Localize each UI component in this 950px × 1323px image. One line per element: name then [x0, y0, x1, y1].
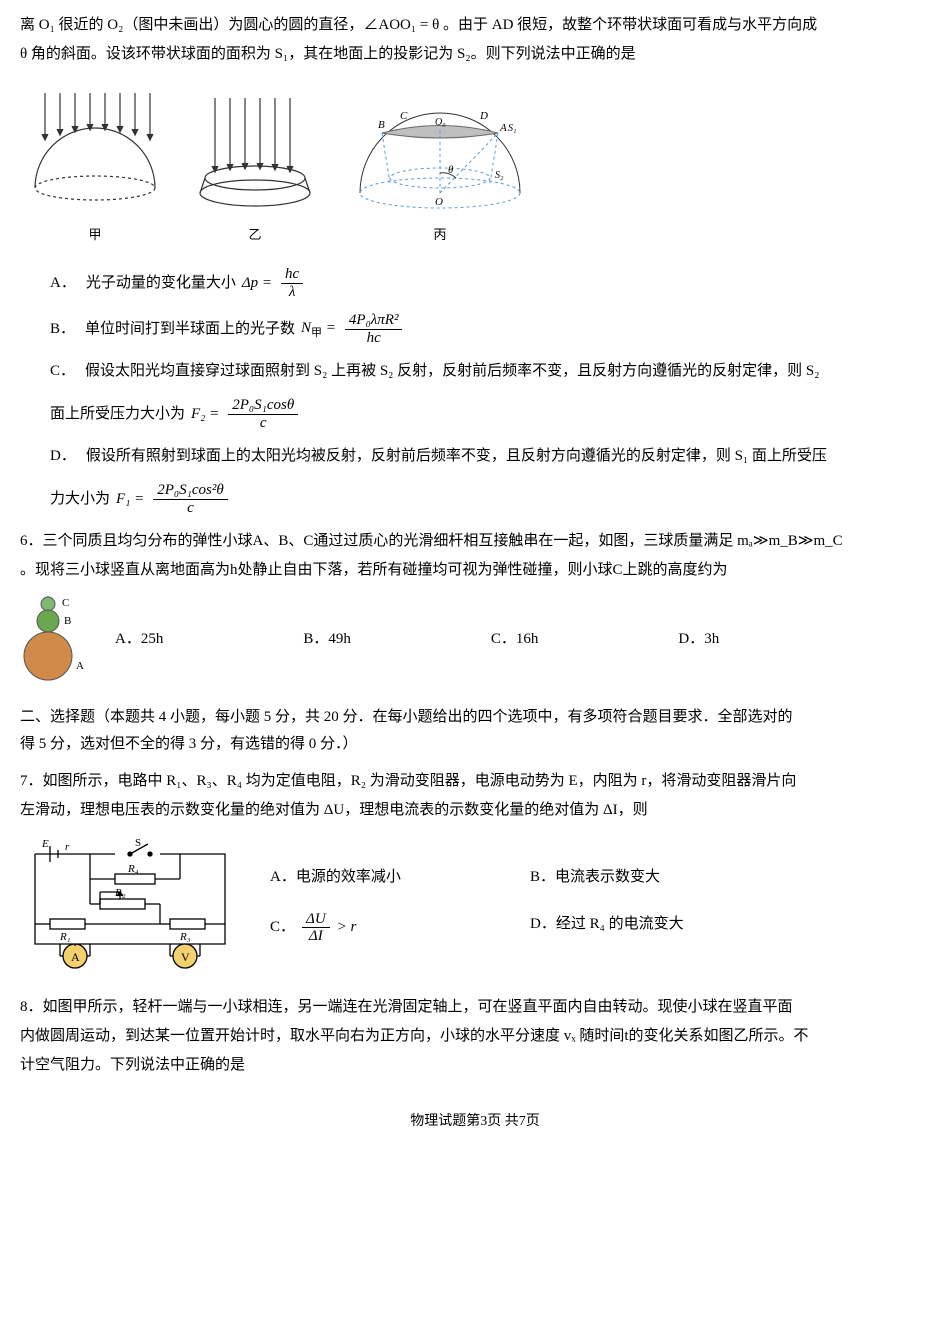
q8-text3: 计空气阻力。下列说法中正确的是 [20, 1052, 930, 1079]
q7-label-r4: R₄ [127, 863, 139, 875]
option-d-lhs: F₁ = [116, 486, 144, 513]
option-d: D． 假设所有照射到球面上的太阳光均被反射，反射前后频率不变，且反射方向遵循光的… [50, 443, 930, 470]
option-a-letter: A． [50, 270, 76, 297]
figure-jia-label: 甲 [88, 223, 101, 246]
q7-label-s: S [135, 837, 141, 849]
option-c-line2: 面上所受压力大小为 F₂ = 2P₀S₁cosθ c [50, 397, 930, 431]
figure-yi-label: 乙 [248, 223, 261, 246]
q6-opt-c: C．16h [491, 626, 539, 653]
option-d-letter: D． [50, 443, 76, 470]
option-c-text1: 假设太阳光均直接穿过球面照射到 S₂ 上再被 S₂ 反射，反射前后频率不变，且反… [85, 358, 819, 385]
q6-opt-a: A．25h [115, 626, 163, 653]
option-a-text: 光子动量的变化量大小 [86, 270, 236, 297]
intro-line-2: θ 角的斜面。设该环带状球面的面积为 S₁，其在地面上的投影记为 S₂。则下列说… [20, 41, 930, 68]
q6-label-a: A [76, 660, 84, 672]
q7-text2: 左滑动，理想电压表的示数变化量的绝对值为 ΔU，理想电流表的示数变化量的绝对值为… [20, 797, 930, 824]
hemisphere-bing-svg: B C D A O₀ θ O S₁ S₂ [340, 83, 540, 218]
figure-jia: 甲 [20, 88, 170, 246]
fig3-label-d: D [479, 110, 488, 122]
option-b-frac: 4P₀λπR² hc [345, 312, 403, 346]
q6-opt-b: B．49h [303, 626, 351, 653]
option-d-line2: 力大小为 F₁ = 2P₀S₁cos²θ c [50, 482, 930, 516]
fig3-label-c: C [400, 110, 408, 122]
q7-text1: 7．如图所示，电路中 R₁、R₃、R₄ 均为定值电阻，R₂ 为滑动变阻器，电源电… [20, 768, 930, 795]
option-c-letter: C． [50, 358, 75, 385]
option-c: C． 假设太阳光均直接穿过球面照射到 S₂ 上再被 S₂ 反射，反射前后频率不变… [50, 358, 930, 385]
fig3-label-o: O [435, 196, 443, 208]
q7-circuit-svg: E r S R₄ R₂ R₁ R₃ A V [20, 834, 240, 974]
fig3-label-o0: O₀ [435, 117, 446, 128]
fig3-label-b: B [378, 119, 385, 131]
q6-row: C B A A．25h B．49h C．16h D．3h [20, 594, 930, 684]
page-footer: 物理试题第3页 共7页 [20, 1109, 930, 1134]
option-c-text2: 面上所受压力大小为 [50, 401, 185, 428]
q7-opt-b: B．电流表示数变大 [530, 864, 790, 891]
option-a: A． 光子动量的变化量大小 Δp = hc λ [50, 266, 930, 300]
q6-text1: 6．三个同质且均匀分布的弹性小球A、B、C通过过质心的光滑细杆相互接触串在一起，… [20, 528, 930, 555]
q7-label-voltmeter: V [181, 950, 190, 964]
intro-line-1: 离 O₁ 很近的 O₂（图中未画出）为圆心的圆的直径，∠AOO₁ = θ 。由于… [20, 12, 930, 39]
section2-title: 二、选择题（本题共 4 小题，每小题 5 分，共 20 分．在每小题给出的四个选… [20, 704, 930, 758]
hemisphere-jia-svg [20, 88, 170, 218]
fig3-label-a: A [499, 122, 507, 134]
q6-text2: 。现将三小球竖直从离地面高为h处静止自由下落，若所有碰撞均可视为弹性碰撞，则小球… [20, 557, 930, 584]
q7-label-ammeter: A [71, 950, 80, 964]
option-b-lhs: N甲 = [301, 315, 336, 344]
q8-text1: 8．如图甲所示，轻杆一端与一小球相连，另一端连在光滑固定轴上，可在竖直平面内自由… [20, 994, 930, 1021]
q7-label-r: r [65, 841, 70, 853]
q7-row: E r S R₄ R₂ R₁ R₃ A V A．电源的效率减小 B．电流表示数变… [20, 834, 930, 974]
option-a-frac: hc λ [281, 266, 303, 300]
option-c-frac: 2P₀S₁cosθ c [228, 397, 298, 431]
q7-opt-d: D．经过 R₄ 的电流变大 [530, 911, 790, 945]
q6-label-b: B [64, 615, 71, 627]
fig3-label-s1: S₁ [508, 123, 516, 134]
option-c-lhs: F₂ = [191, 401, 219, 428]
option-d-frac: 2P₀S₁cos²θ c [153, 482, 227, 516]
figures-row: 甲 乙 [20, 83, 930, 246]
fig3-label-theta: θ [448, 164, 454, 176]
option-b-text: 单位时间打到半球面上的光子数 [85, 316, 295, 343]
figure-bing-label: 丙 [433, 223, 446, 246]
option-b-letter: B． [50, 316, 75, 343]
q6-options: A．25h B．49h C．16h D．3h [105, 626, 930, 653]
q7-opt-a: A．电源的效率减小 [270, 864, 530, 891]
q8-text2: 内做圆周运动，到达某一位置开始计时，取水平向右为正方向，小球的水平分速度 vₓ … [20, 1023, 930, 1050]
q7-label-e: E [41, 838, 49, 850]
fig3-label-s2: S₂ [495, 170, 504, 181]
q7-label-r1: R₁ [59, 931, 71, 943]
q7-label-r2: R₂ [114, 887, 126, 899]
q7-opt-c: C． ΔU ΔI > r [270, 911, 530, 945]
figure-yi: 乙 [190, 88, 320, 246]
option-a-lhs: Δp = [242, 270, 272, 297]
figure-bing: B C D A O₀ θ O S₁ S₂ 丙 [340, 83, 540, 246]
q7-label-r3: R₃ [179, 931, 191, 943]
option-d-text2: 力大小为 [50, 486, 110, 513]
q7-options: A．电源的效率减小 B．电流表示数变大 C． ΔU ΔI > r D．经过 R₄… [270, 864, 790, 945]
ring-yi-svg [190, 88, 320, 218]
option-d-text1: 假设所有照射到球面上的太阳光均被反射，反射前后频率不变，且反射方向遵循光的反射定… [86, 443, 827, 470]
q6-label-c: C [62, 597, 69, 609]
q6-opt-d: D．3h [678, 626, 719, 653]
q6-balls-svg: C B A [20, 594, 90, 684]
option-b: B． 单位时间打到半球面上的光子数 N甲 = 4P₀λπR² hc [50, 312, 930, 346]
